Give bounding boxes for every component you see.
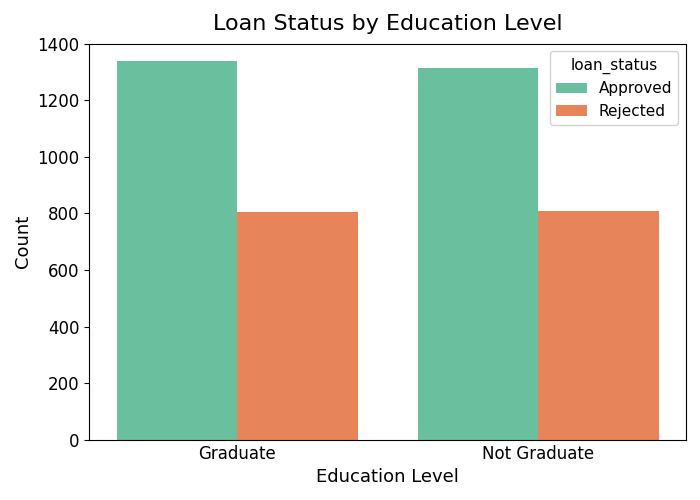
- Legend: Approved, Rejected: Approved, Rejected: [550, 52, 678, 125]
- Bar: [418, 68, 538, 440]
- Y-axis label: Count: Count: [14, 215, 32, 268]
- Bar: [116, 60, 237, 440]
- Bar: [538, 210, 659, 440]
- Bar: [237, 212, 358, 440]
- Title: Loan Status by Education Level: Loan Status by Education Level: [213, 14, 563, 34]
- X-axis label: Education Level: Education Level: [316, 468, 459, 486]
